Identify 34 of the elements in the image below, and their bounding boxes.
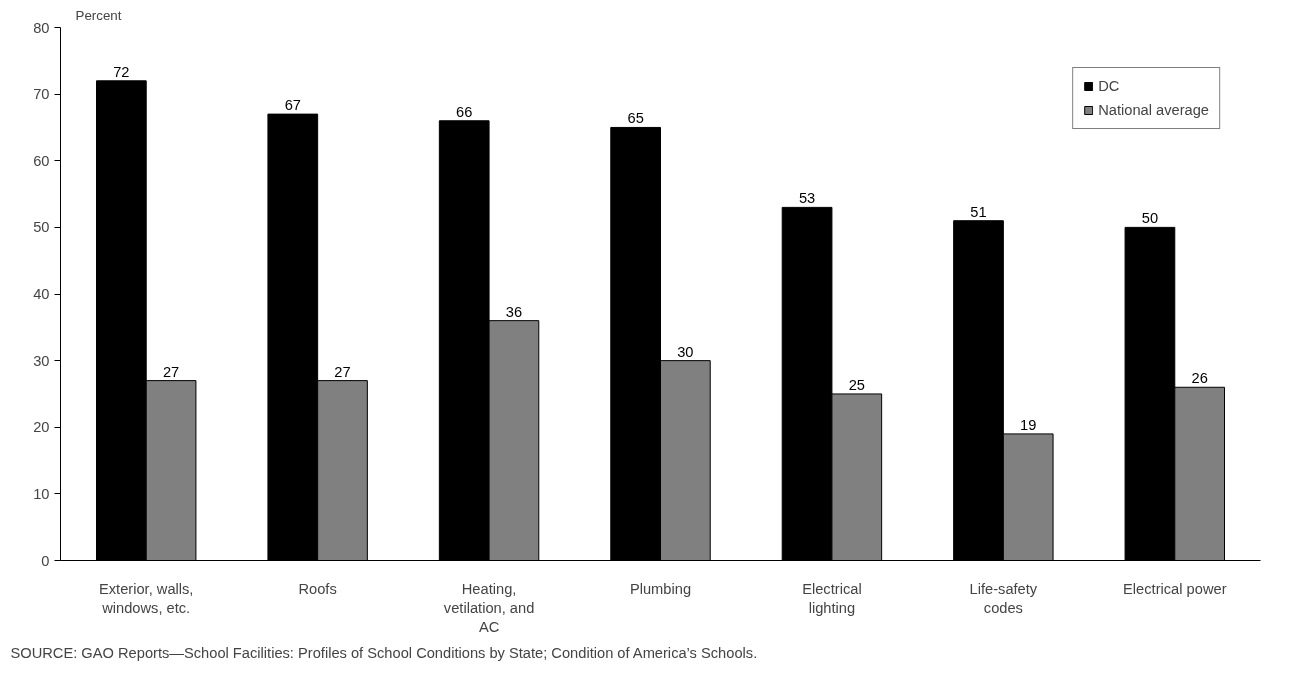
data-label: 27 <box>334 363 351 380</box>
data-label: 50 <box>1141 210 1159 227</box>
y-tick-label: 30 <box>33 352 50 369</box>
data-label: 30 <box>677 343 694 360</box>
y-tick-label: 50 <box>33 219 50 236</box>
x-tick-label: Exterior, walls, windows, etc. <box>98 580 194 616</box>
data-label: 67 <box>284 97 301 114</box>
data-label: 72 <box>113 63 130 80</box>
data-label: 26 <box>1191 370 1208 387</box>
x-tick-label: Roofs <box>298 580 337 597</box>
y-tick-label: 40 <box>33 286 50 302</box>
legend-label: National average <box>1098 102 1209 118</box>
x-tick-label: Electrical lighting <box>802 580 862 616</box>
y-tick-label: 20 <box>33 419 50 436</box>
x-tick-label: Life-safety codes <box>969 580 1038 616</box>
x-tick-label: Heating, vetilation, and AC <box>443 580 535 635</box>
data-label: 51 <box>970 203 987 220</box>
legend-label: DC <box>1098 78 1120 94</box>
data-label: 36 <box>505 303 523 320</box>
y-tick-label: 60 <box>33 152 50 169</box>
y-axis-title: Percent <box>75 7 122 23</box>
y-tick-label: 80 <box>33 19 50 36</box>
y-tick-label: 10 <box>33 485 50 502</box>
x-tick-label: Plumbing <box>629 580 692 597</box>
data-label: 66 <box>456 103 473 120</box>
y-tick-label: 0 <box>41 552 50 569</box>
data-label: 19 <box>1020 416 1037 433</box>
data-label: 65 <box>627 110 644 127</box>
data-label: 27 <box>162 363 180 380</box>
y-tick-label: 70 <box>33 86 50 103</box>
x-tick-label: Electrical power <box>1123 580 1227 597</box>
data-label: 53 <box>798 190 816 207</box>
source-note: SOURCE: GAO Reports—School Facilities: Profiles of School Conditions by State; Condition of America’s Schools. <box>10 644 758 661</box>
data-label: 25 <box>848 376 865 393</box>
